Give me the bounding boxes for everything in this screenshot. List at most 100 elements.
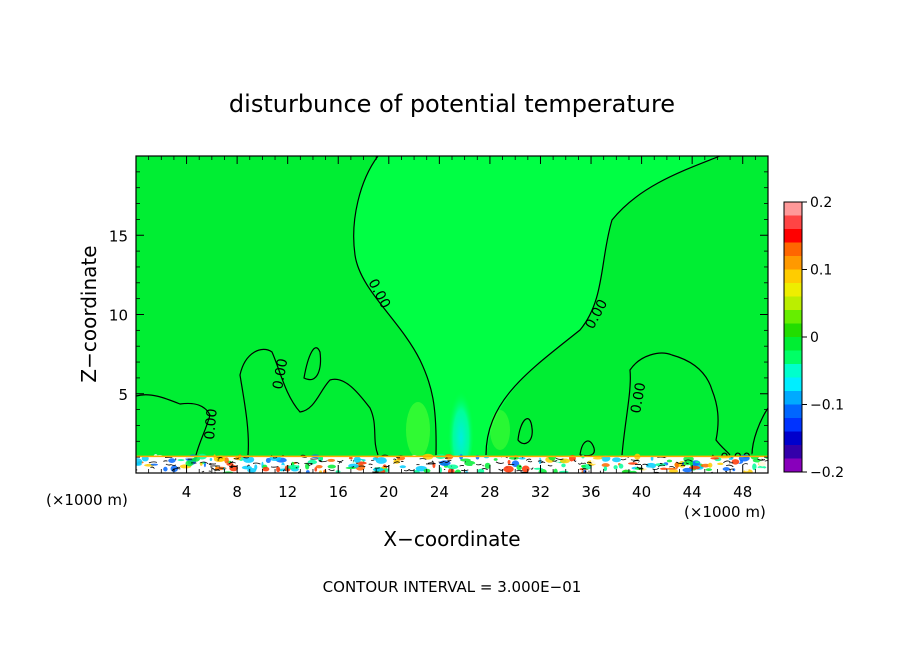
boundary-blob bbox=[327, 459, 335, 462]
colorbar-swatch bbox=[784, 391, 802, 405]
y-tick-label: 15 bbox=[109, 227, 128, 245]
colorbar-swatch bbox=[784, 459, 802, 473]
boundary-blob bbox=[210, 458, 213, 461]
colorbar-swatch bbox=[784, 364, 802, 378]
contour-interval-note: CONTOUR INTERVAL = 3.000E−01 bbox=[323, 578, 582, 596]
boundary-blob bbox=[276, 467, 280, 473]
boundary-blob bbox=[354, 456, 361, 463]
boundary-blob bbox=[717, 463, 723, 465]
contour-label-left: 0.00 bbox=[202, 408, 221, 440]
boundary-blob bbox=[163, 467, 167, 472]
x-unit-right: (×1000 m) bbox=[684, 503, 766, 521]
boundary-blob bbox=[619, 464, 624, 469]
x-tick-label: 8 bbox=[232, 483, 242, 501]
colorbar-tick-label: −0.1 bbox=[810, 398, 844, 414]
boundary-blob bbox=[306, 470, 310, 474]
chart-title: disturbunce of potential temperature bbox=[229, 90, 675, 118]
boundary-blob bbox=[669, 470, 679, 473]
boundary-blob bbox=[508, 460, 511, 464]
boundary-blob bbox=[723, 467, 730, 471]
boundary-blob bbox=[373, 457, 378, 460]
boundary-blob bbox=[494, 458, 498, 461]
boundary-blob bbox=[168, 458, 175, 463]
colorbar-tick-label: 0 bbox=[810, 330, 819, 346]
boundary-blob bbox=[705, 468, 712, 471]
boundary-blob bbox=[519, 457, 526, 459]
boundary-blob bbox=[224, 457, 229, 463]
colorbar-swatch bbox=[784, 337, 802, 351]
boundary-blob bbox=[534, 468, 543, 470]
x-tick-label: 28 bbox=[480, 483, 499, 501]
x-tick-label: 20 bbox=[379, 483, 398, 501]
colorbar-swatch bbox=[784, 310, 802, 324]
boundary-blob bbox=[613, 465, 617, 469]
boundary-blob bbox=[756, 468, 765, 470]
boundary-blob bbox=[287, 465, 299, 469]
colorbar-swatch bbox=[784, 283, 802, 297]
boundary-blob bbox=[732, 459, 740, 464]
boundary-blob bbox=[376, 457, 387, 464]
boundary-blob bbox=[503, 466, 513, 473]
colorbar-tick-label: 0.1 bbox=[810, 263, 832, 279]
plume-right bbox=[490, 410, 510, 450]
boundary-blob bbox=[744, 468, 748, 472]
boundary-blob bbox=[447, 465, 458, 470]
x-tick-label: 16 bbox=[329, 483, 348, 501]
x-tick-label: 32 bbox=[531, 483, 550, 501]
boundary-blob bbox=[581, 465, 586, 468]
colorbar-swatch bbox=[784, 405, 802, 419]
boundary-blob bbox=[604, 466, 607, 471]
boundary-blob bbox=[516, 465, 521, 471]
boundary-blob bbox=[667, 460, 672, 463]
x-tick-label: 44 bbox=[683, 483, 702, 501]
boundary-blob bbox=[266, 458, 271, 463]
y-axis-label: Z−coordinate bbox=[77, 245, 101, 382]
boundary-blob bbox=[682, 468, 692, 472]
boundary-blob bbox=[554, 469, 558, 475]
boundary-blob bbox=[349, 457, 353, 459]
x-tick-label: 40 bbox=[632, 483, 651, 501]
colorbar-swatch bbox=[784, 445, 802, 459]
boundary-blob bbox=[522, 465, 530, 472]
boundary-blob bbox=[328, 465, 336, 469]
boundary-blob bbox=[710, 457, 719, 459]
colorbar-swatch bbox=[784, 270, 802, 284]
x-tick-label: 4 bbox=[182, 483, 192, 501]
colorbar-swatch bbox=[784, 432, 802, 446]
boundary-blob bbox=[460, 459, 471, 462]
boundary-blob bbox=[196, 466, 202, 472]
x-tick-label: 12 bbox=[278, 483, 297, 501]
boundary-blob bbox=[316, 465, 323, 468]
boundary-blob bbox=[305, 463, 309, 470]
colorbar-swatch bbox=[784, 418, 802, 432]
colorbar-swatch bbox=[784, 256, 802, 270]
x-tick-label: 48 bbox=[733, 483, 752, 501]
plume-left bbox=[406, 402, 430, 458]
boundary-blob bbox=[346, 467, 357, 469]
boundary-blob bbox=[254, 464, 257, 469]
boundary-blob bbox=[561, 463, 565, 467]
boundary-blob bbox=[695, 461, 699, 463]
colorbar-swatch bbox=[784, 378, 802, 392]
x-unit-left: (×1000 m) bbox=[46, 491, 128, 509]
boundary-blob bbox=[323, 469, 326, 474]
boundary-blob bbox=[729, 458, 733, 460]
y-tick-label: 10 bbox=[109, 307, 128, 325]
y-tick-label: 5 bbox=[118, 386, 128, 404]
colorbar: 0.20.10−0.1−0.2 bbox=[784, 195, 844, 481]
colorbar-tick-label: 0.2 bbox=[810, 195, 832, 211]
x-axis-label: X−coordinate bbox=[383, 527, 520, 551]
colorbar-swatch bbox=[784, 202, 802, 216]
colorbar-swatch bbox=[784, 297, 802, 311]
boundary-blob bbox=[134, 463, 142, 466]
colorbar-swatch bbox=[784, 324, 802, 338]
boundary-blob bbox=[593, 457, 603, 460]
x-tick-label: 36 bbox=[581, 483, 600, 501]
boundary-blob bbox=[548, 455, 556, 461]
boundary-blob bbox=[151, 464, 158, 466]
colorbar-swatch bbox=[784, 229, 802, 243]
boundary-blob bbox=[535, 456, 539, 463]
boundary-blob bbox=[612, 457, 621, 462]
colorbar-swatch bbox=[784, 351, 802, 365]
